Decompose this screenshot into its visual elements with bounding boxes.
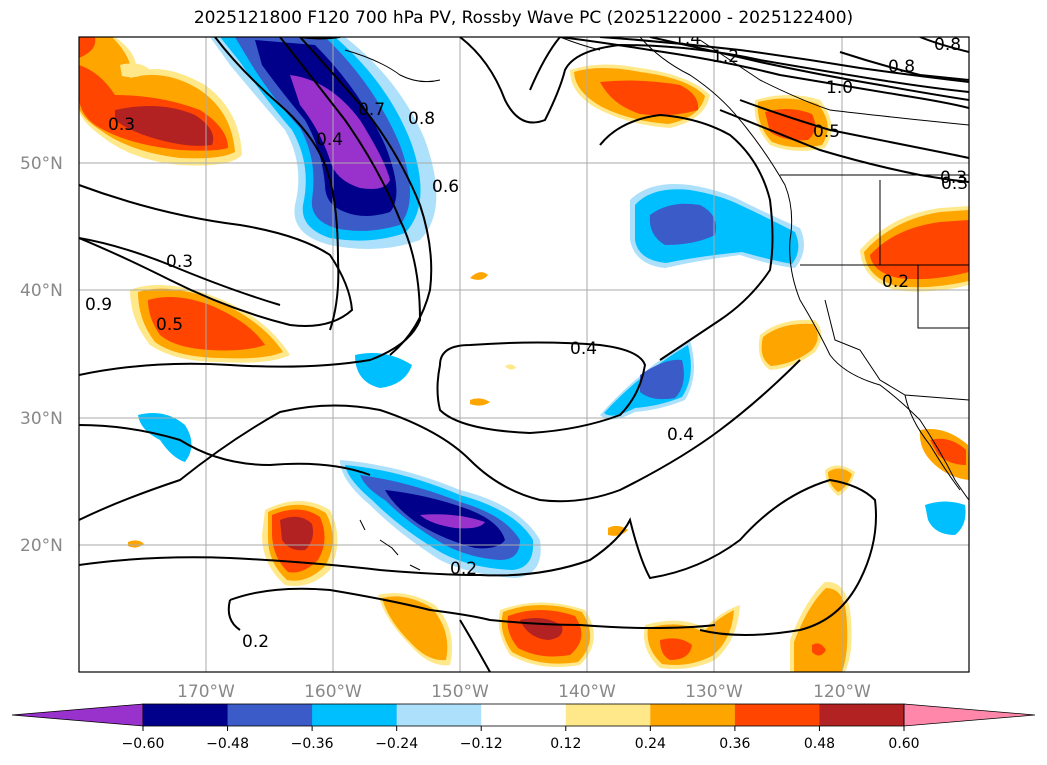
positive-anomaly	[660, 638, 692, 660]
colorbar: −0.60 −0.48 −0.36 −0.24 −0.12 0.12 0.24 0.36 0.4…	[11, 703, 1036, 752]
positive-anomaly	[828, 468, 852, 492]
grid-lines	[79, 37, 969, 672]
positive-anomaly	[812, 643, 826, 656]
positive-anomaly	[128, 540, 144, 548]
positive-anomaly	[761, 323, 818, 366]
colorbar-extend-max	[903, 703, 1036, 727]
positive-anomaly	[280, 516, 314, 551]
map-title: 2025121800 F120 700 hPa PV, Rossby Wave …	[193, 8, 854, 28]
contour-label: 0.3	[108, 115, 135, 135]
lat-label-50n: 50°N	[20, 154, 63, 174]
colorbar-tick-label: 0.60	[888, 736, 919, 752]
contour-label: 0.6	[432, 177, 459, 197]
map-panel: 1.4 1.2 1.0 0.8 0.5 0.3 0.8 0.7 0.4 0.6 …	[79, 29, 969, 672]
colorbar-segment	[143, 704, 229, 726]
colorbar-tick-label: 0.12	[550, 736, 581, 752]
negative-anomaly	[290, 75, 390, 189]
negative-anomaly	[925, 501, 966, 535]
contour-labels: 1.4 1.2 1.0 0.8 0.5 0.3 0.8 0.7 0.4 0.6 …	[85, 29, 968, 652]
contour-label: 1.0	[826, 78, 853, 98]
lon-label-150w: 150°W	[431, 682, 489, 702]
contour-label: 1.2	[712, 47, 739, 67]
colorbar-tick-label: 0.24	[635, 736, 666, 752]
colorbar-tick-label: −0.24	[375, 736, 418, 752]
anomaly-fills	[79, 37, 969, 672]
colorbar-segment	[312, 704, 398, 726]
positive-anomaly	[794, 588, 848, 672]
positive-anomaly	[608, 525, 628, 536]
contour-label: 0.4	[316, 130, 343, 150]
contour-label: 0.8	[934, 35, 961, 55]
colorbar-segment	[819, 704, 905, 726]
negative-anomaly	[138, 412, 192, 462]
colorbar-segment	[481, 704, 567, 726]
negative-anomaly	[640, 359, 684, 400]
colorbar-tick-label: −0.36	[291, 736, 334, 752]
positive-anomaly	[79, 37, 96, 58]
lon-labels: 170°W 160°W 150°W 140°W 130°W 120°W	[177, 682, 871, 702]
negative-anomaly	[649, 203, 716, 245]
contour-label: 0.3	[166, 252, 193, 272]
positive-anomaly	[115, 106, 214, 146]
lon-label-130w: 130°W	[685, 682, 743, 702]
lat-label-20n: 20°N	[20, 536, 63, 556]
positive-anomaly	[120, 63, 150, 78]
colorbar-segment	[650, 704, 736, 726]
contour-label: 1.4	[674, 29, 701, 49]
colorbar-segment	[227, 704, 313, 726]
positive-anomaly	[930, 438, 966, 465]
contour-label: 0.4	[570, 339, 597, 359]
positive-anomaly	[505, 364, 516, 370]
colorbar-extend-min	[11, 703, 144, 727]
colorbar-segment	[565, 704, 651, 726]
lat-label-40n: 40°N	[20, 281, 63, 301]
contour-label: 0.5	[156, 315, 183, 335]
contour-label: 0.5	[813, 122, 840, 142]
contour-label: 0.8	[888, 57, 915, 77]
lon-label-140w: 140°W	[558, 682, 616, 702]
positive-anomaly	[470, 272, 488, 280]
contour-label: 0.8	[408, 109, 435, 129]
colorbar-tick-label: 0.36	[719, 736, 750, 752]
positive-anomaly	[870, 220, 969, 280]
lon-label-170w: 170°W	[177, 682, 235, 702]
colorbar-tick-label: −0.60	[122, 736, 165, 752]
positive-anomaly	[382, 596, 448, 661]
contour-label: 0.9	[85, 295, 112, 315]
positive-anomaly	[470, 398, 490, 406]
lon-label-160w: 160°W	[304, 682, 362, 702]
colorbar-tick-label: 0.48	[804, 736, 835, 752]
colorbar-frame	[142, 703, 905, 727]
contour-label: 0.2	[450, 559, 477, 579]
positive-anomaly	[600, 80, 699, 116]
lat-label-30n: 30°N	[20, 409, 63, 429]
colorbar-segment	[396, 704, 482, 726]
map-frame	[78, 36, 970, 673]
negative-anomaly	[355, 352, 412, 388]
pv-contours	[79, 37, 969, 672]
colorbar-segment	[734, 704, 820, 726]
contour-label: 0.3	[940, 168, 967, 188]
contour-label: 0.3	[941, 174, 968, 194]
coastlines	[344, 37, 969, 571]
contour-label: 0.7	[358, 100, 385, 120]
contour-label: 0.2	[882, 272, 909, 292]
colorbar-tick-label: −0.48	[206, 736, 249, 752]
negative-anomaly	[420, 514, 485, 529]
lat-labels: 50°N 40°N 30°N 20°N	[20, 154, 63, 556]
contour-label: 0.2	[242, 632, 269, 652]
colorbar-tick-label: −0.12	[460, 736, 503, 752]
contour-label: 0.4	[667, 425, 694, 445]
lon-label-120w: 120°W	[813, 682, 871, 702]
